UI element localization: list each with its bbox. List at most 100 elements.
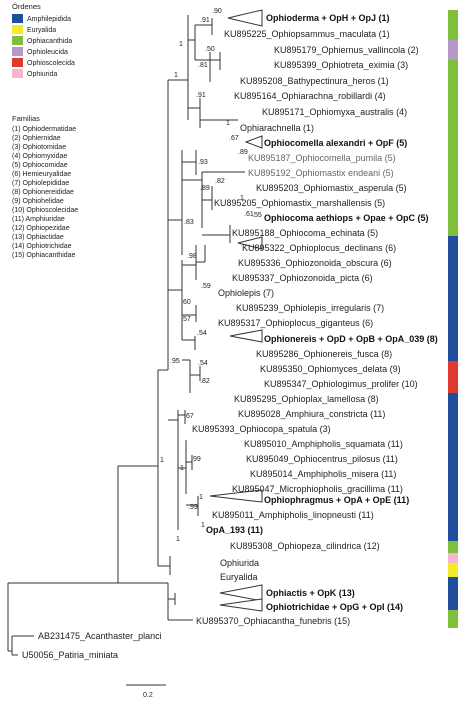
legend-order-label: Euryalida (27, 27, 56, 34)
tip-label: KU895347_Ophiologimus_prolifer (10) (264, 379, 418, 389)
legend-order-label: Ophioscolecida (27, 60, 75, 67)
legend-order-label: Ophioleucida (27, 49, 68, 56)
tip-label: KU895010_Amphipholis_squamata (11) (244, 439, 403, 449)
tip-label: KU895171_Ophiomyxa_australis (4) (262, 107, 407, 117)
legend-family-item: (3) Ophiotomidae (12, 144, 66, 151)
legend-swatch (12, 36, 23, 45)
collapsed-clades (209, 9, 263, 612)
tip-label: KU895208_Bathypectinura_heros (1) (240, 76, 389, 86)
legend-swatch (12, 25, 23, 34)
tip-label: Euryalida (220, 572, 258, 582)
support-value: .54 (198, 360, 208, 367)
support-value: 1 (160, 457, 164, 464)
legend-swatch (12, 69, 23, 78)
tip-label: KU895399_Ophiotreta_eximia (3) (274, 60, 408, 70)
collapsed-clade-triangle (244, 135, 263, 149)
tip-label: KU895295_Ophioplax_lamellosa (8) (234, 394, 379, 404)
support-value: .91 (196, 92, 206, 99)
support-value: .98 (187, 253, 197, 260)
tip-label: KU895192_Ophiomastix endeani (5) (248, 168, 394, 178)
scale-bar: 0.2 (126, 684, 166, 699)
legend-orders: Órdenes Amphilepidida Euryalida Ophiacan… (12, 2, 75, 78)
legend-families: Familias (1) Ophiodermatidae (2) Ophiern… (12, 114, 78, 259)
support-value: .93 (198, 159, 208, 166)
tip-label: KU895393_Ophiocopa_spatula (3) (192, 424, 331, 434)
collapsed-clade-triangle (219, 584, 263, 602)
legend-families-title: Familias (12, 114, 40, 123)
tip-labels: Ophioderma + OpH + OpJ (1) KU895225_Ophi… (22, 13, 438, 660)
support-value: .89 (238, 149, 248, 156)
support-value: .99 (188, 504, 198, 511)
legend-family-item: (6) Hemieuryalidae (12, 171, 71, 178)
order-bar-segment (448, 60, 458, 236)
support-value: .99 (191, 456, 201, 463)
collapsed-clade-triangle (227, 9, 263, 27)
legend-order-label: Ophiacanthida (27, 38, 72, 45)
tip-label: Ophiocoma aethiops + Opae + OpC (5) (264, 213, 429, 223)
tip-label: U50056_Patiria_miniata (22, 650, 118, 660)
support-value: .67 (184, 413, 194, 420)
order-bar-segment (448, 40, 458, 60)
tip-label: OpA_193 (11) (206, 525, 263, 535)
tip-label: KU895286_Ophionereis_fusca (8) (256, 349, 392, 359)
legend-family-item: (9) Ophiohelidae (12, 198, 64, 205)
tip-label: KU895337_Ophiozonoida_picta (6) (232, 273, 373, 283)
tip-label: KU895203_Ophiomastix_asperula (5) (256, 183, 407, 193)
support-value: 1 (201, 522, 205, 529)
legend-family-item: (1) Ophiodermatidae (12, 126, 76, 133)
order-bar-segment (448, 541, 458, 553)
tip-label: KU895205_Ophiomastix_marshallensis (5) (214, 198, 385, 208)
tip-label: KU895179_Ophiernus_vallincola (2) (274, 45, 419, 55)
tip-label: KU895336_Ophiozonoida_obscura (6) (238, 258, 392, 268)
tip-label: Ophionereis + OpD + OpB + OpA_039 (8) (264, 334, 438, 344)
support-value: 1 (179, 41, 183, 48)
support-value: .89 (200, 185, 210, 192)
tip-label: KU895011_Amphipholis_linopneusti (11) (212, 510, 374, 520)
support-value: 1 (176, 536, 180, 543)
collapsed-clade-triangle (229, 329, 263, 343)
legend-family-item: (5) Ophiocomidae (12, 162, 68, 169)
order-bar-segment (448, 361, 458, 393)
collapsed-clade-triangle (237, 236, 263, 250)
order-bar-segment (448, 553, 458, 563)
collapsed-clade-triangle (219, 598, 263, 612)
tip-label: Ophiolepis (7) (218, 288, 274, 298)
support-value: 1 (226, 120, 230, 127)
legend-family-item: (12) Ophiopezidae (12, 225, 70, 232)
legend-orders-title: Órdenes (12, 2, 41, 11)
collapsed-clade-triangle (209, 489, 263, 503)
support-value: 1 (199, 494, 203, 501)
tip-label: KU895188_Ophiocoma_echinata (5) (232, 228, 378, 238)
support-value: .90 (212, 8, 222, 15)
tip-label: KU895350_Ophiomyces_delata (9) (260, 364, 401, 374)
tip-label: Ophiotrichidae + OpG + OpI (14) (266, 602, 403, 612)
tip-label: Ophiocomella alexandri + OpF (5) (264, 138, 407, 148)
tip-label: KU895308_Ophiopeza_cilindrica (12) (230, 541, 380, 551)
order-bar-segment (448, 577, 458, 610)
legend-family-item: (7) Ophiolepididae (12, 180, 69, 187)
support-value: .81 (198, 62, 208, 69)
legend-swatch (12, 14, 23, 23)
order-bar-segment (448, 236, 458, 361)
tip-label: KU895239_Ophiolepis_irregularis (7) (236, 303, 384, 313)
support-values: .90 1 .91 .81 .50 1 .91 1 .67 .89 .93 1 … (160, 8, 262, 543)
tip-label: KU895049_Ophiocentrus_pilosus (11) (246, 454, 398, 464)
support-value: 1 (180, 465, 184, 472)
support-value: .59 (201, 283, 211, 290)
order-bar-segment (448, 10, 458, 40)
order-bar-segment (448, 610, 458, 628)
support-value: 1 (240, 195, 244, 202)
legend-family-item: (11) Amphiuridae (12, 216, 65, 223)
support-value: .61 (244, 211, 254, 218)
tip-label: Ophiactis + OpK (13) (266, 588, 355, 598)
support-value: .55 (252, 212, 262, 219)
legend-order-label: Ophiurida (27, 71, 57, 78)
tip-label: KU895322_Ophioplocus_declinans (6) (242, 243, 396, 253)
tip-label: Ophiurida (220, 558, 259, 568)
tip-label: KU895317_Ophioplocus_giganteus (6) (218, 318, 373, 328)
support-value: .67 (229, 135, 239, 142)
tip-label: KU895225_Ophiopsammus_maculata (1) (224, 29, 390, 39)
support-value: .60 (181, 299, 191, 306)
legend-family-item: (14) Ophiotrichidae (12, 243, 72, 250)
